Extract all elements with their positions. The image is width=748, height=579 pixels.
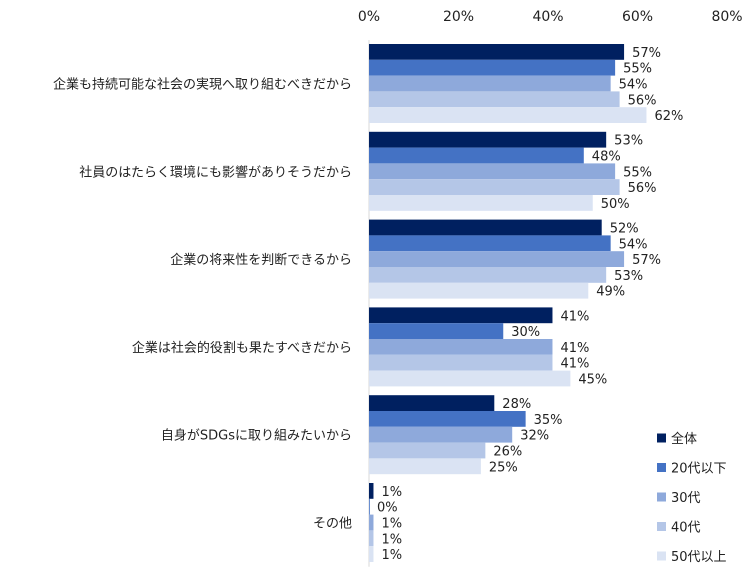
legend-swatch <box>657 522 666 531</box>
bar <box>369 147 584 164</box>
data-label: 1% <box>381 548 402 563</box>
data-label: 26% <box>493 445 522 460</box>
data-label: 57% <box>632 46 661 61</box>
x-tick-label: 20% <box>443 9 474 25</box>
legend-swatch <box>657 463 666 472</box>
bar <box>369 483 374 499</box>
bar <box>369 107 647 123</box>
legend-swatch <box>657 551 666 561</box>
data-label: 32% <box>520 429 549 444</box>
data-label: 1% <box>381 532 402 547</box>
data-label: 48% <box>592 150 621 165</box>
bar <box>369 498 370 515</box>
bar <box>369 195 593 211</box>
bar <box>369 219 602 236</box>
data-label: 1% <box>381 517 402 532</box>
legend-label: 20代以下 <box>671 462 727 477</box>
bar <box>369 307 553 324</box>
bar <box>369 395 495 411</box>
bar <box>369 75 611 92</box>
x-tick-label: 60% <box>622 9 653 25</box>
category-labels: 企業も持続可能な社会の実現へ取り組むべきだから社員のはたらく環境にも影響がありそ… <box>53 77 352 532</box>
bar <box>369 546 374 562</box>
bar <box>369 514 374 531</box>
data-label: 25% <box>489 460 518 475</box>
data-label: 53% <box>614 134 643 149</box>
data-label: 30% <box>511 325 540 340</box>
legend-label: 40代 <box>671 521 701 536</box>
bar <box>369 163 616 180</box>
bar <box>369 131 607 148</box>
legend: 全体 20代以下 30代 40代 50代以上 <box>657 431 727 565</box>
category-label: その他 <box>313 517 352 532</box>
data-label: 62% <box>654 109 683 124</box>
bar <box>369 370 571 387</box>
category-label: 企業も持続可能な社会の実現へ取り組むべきだから <box>53 77 352 93</box>
data-label: 35% <box>534 413 563 428</box>
bar <box>369 458 481 475</box>
x-tick-label: 0% <box>358 9 380 25</box>
data-label: 0% <box>377 501 398 516</box>
bar <box>369 411 526 427</box>
bar <box>369 267 607 283</box>
bar <box>369 323 504 339</box>
x-axis-ticks: 0% 20% 40% 60% 80% <box>358 9 743 25</box>
bar <box>369 282 589 299</box>
x-tick-label: 40% <box>532 9 563 25</box>
bars <box>368 40 647 567</box>
bar <box>369 91 620 108</box>
data-label: 54% <box>619 237 648 252</box>
bar <box>369 530 374 547</box>
data-label: 28% <box>502 397 531 412</box>
legend-label: 全体 <box>671 431 697 447</box>
bar <box>369 235 611 252</box>
bar <box>369 179 620 195</box>
data-label: 56% <box>628 181 657 196</box>
legend-label: 50代以上 <box>671 550 727 565</box>
data-label: 53% <box>614 269 643 284</box>
value-labels: 57%55%54%56%62%53%48%55%56%50%52%54%57%5… <box>377 46 683 563</box>
data-label: 1% <box>381 485 402 500</box>
data-label: 55% <box>623 62 652 77</box>
legend-label: 30代 <box>671 491 701 506</box>
data-label: 41% <box>560 341 589 356</box>
legend-swatch <box>657 492 666 502</box>
bar <box>369 354 553 371</box>
bar <box>369 44 625 60</box>
data-label: 41% <box>560 357 589 372</box>
data-label: 50% <box>601 197 630 212</box>
data-label: 57% <box>632 253 661 268</box>
bar <box>369 442 486 459</box>
data-label: 41% <box>560 309 589 324</box>
bar <box>369 251 625 267</box>
legend-swatch <box>657 433 666 443</box>
data-label: 45% <box>578 373 607 388</box>
data-label: 49% <box>596 285 625 300</box>
bar <box>369 59 616 76</box>
data-label: 54% <box>619 78 648 93</box>
data-label: 56% <box>628 93 657 108</box>
category-label: 企業の将来性を判断できるから <box>170 252 352 268</box>
category-label: 自身がSDGsに取り組みたいから <box>161 428 352 444</box>
bar <box>369 339 553 355</box>
bar <box>369 426 513 443</box>
data-label: 52% <box>610 222 639 237</box>
data-label: 55% <box>623 165 652 180</box>
x-tick-label: 80% <box>711 9 742 25</box>
category-label: 企業は社会的役割も果たすべきだから <box>132 340 352 356</box>
category-label: 社員のはたらく環境にも影響がありそうだから <box>79 164 352 180</box>
